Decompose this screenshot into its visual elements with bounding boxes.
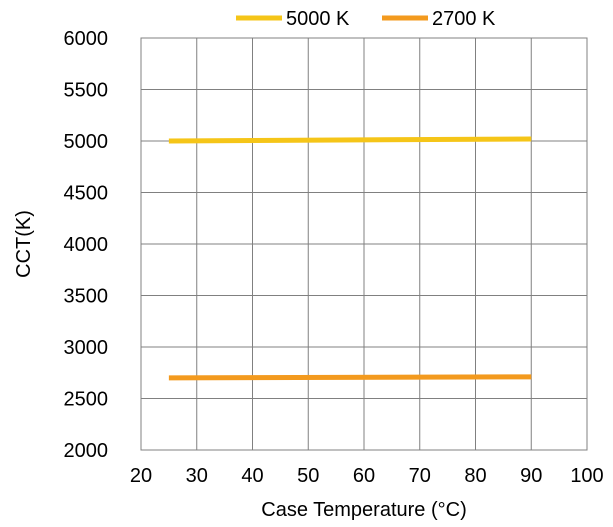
y-tick-label: 4000 (64, 234, 109, 256)
y-tick-label: 2000 (64, 440, 109, 462)
x-tick-label: 60 (353, 465, 375, 487)
y-tick-label: 2500 (64, 389, 109, 411)
y-tick-labels: 2000 2500 3000 3500 4000 4500 5000 5500 6000 (64, 28, 109, 462)
y-tick-label: 5500 (64, 80, 109, 102)
x-tick-label: 30 (186, 465, 208, 487)
x-tick-label: 70 (409, 465, 431, 487)
x-tick-label: 80 (464, 465, 486, 487)
y-axis-label: CCT(K) (13, 210, 35, 278)
legend: 5000 K 2700 K (236, 8, 496, 30)
y-tick-label: 3500 (64, 286, 109, 308)
plot-frame (140, 37, 588, 451)
legend-label: 5000 K (286, 8, 350, 30)
x-tick-labels: 20 30 40 50 60 70 80 90 100 (130, 465, 604, 487)
x-tick-label: 100 (570, 465, 603, 487)
y-tick-label: 5000 (64, 131, 109, 153)
y-tick-label: 6000 (64, 28, 109, 50)
x-tick-label: 20 (130, 465, 152, 487)
x-tick-label: 40 (241, 465, 263, 487)
y-tick-label: 4500 (64, 183, 109, 205)
x-axis-label: Case Temperature (°C) (261, 499, 466, 521)
legend-label: 2700 K (432, 8, 496, 30)
series-layer (168, 136, 532, 381)
series-line (168, 374, 532, 381)
x-tick-label: 50 (297, 465, 319, 487)
y-tick-label: 3000 (64, 337, 109, 359)
x-tick-label: 90 (520, 465, 542, 487)
series-line (168, 136, 532, 144)
grid (140, 37, 588, 451)
